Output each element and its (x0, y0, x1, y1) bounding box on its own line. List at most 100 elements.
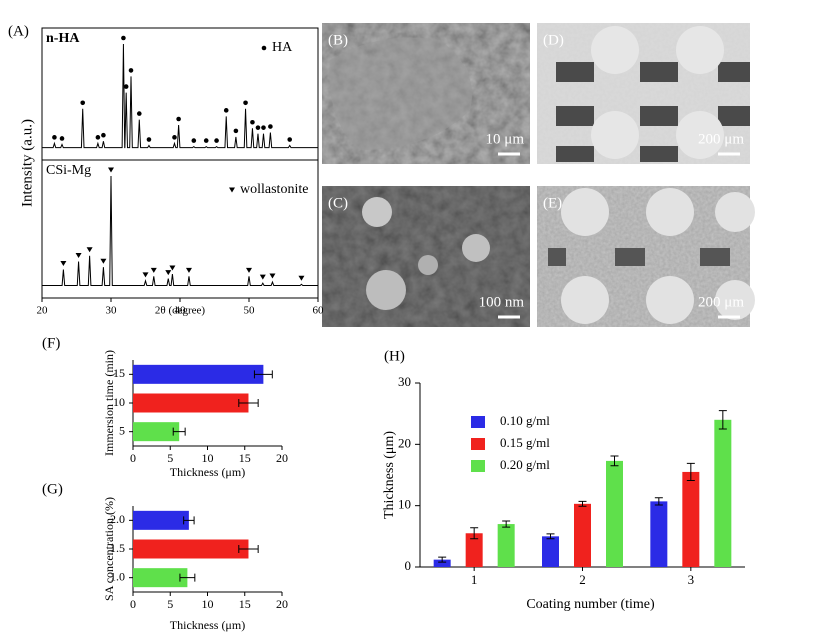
x-tick-label: 40 (175, 305, 187, 317)
error-bar (179, 573, 196, 582)
legend-label: 0.10 g/ml (500, 413, 550, 428)
x-tick-label: 0 (130, 597, 136, 611)
legend-swatch (471, 438, 485, 450)
series-name: n-HA (46, 31, 80, 46)
peak-marker (255, 125, 261, 130)
peak-marker (176, 116, 181, 122)
legend-label: HA (272, 40, 293, 55)
y-axis-label: Intensity (a.u.) (19, 119, 35, 207)
panel-label: (A) (8, 23, 29, 39)
peak-marker (298, 275, 305, 281)
y-tick-label: 2.0 (110, 512, 125, 526)
error-bar (654, 497, 663, 506)
peak-marker (59, 136, 65, 141)
peak-marker (108, 167, 114, 173)
peak-marker (287, 137, 293, 142)
error-bar (718, 410, 727, 430)
error-bar (546, 533, 555, 540)
y-tick-label: 30 (398, 374, 411, 389)
image-d (537, 23, 750, 164)
peak-marker (123, 84, 129, 89)
peak-marker (233, 128, 239, 134)
y-axis-label: Immersion time (min) (102, 350, 116, 456)
series-name: CSi-Mg (46, 163, 91, 178)
bar (133, 568, 188, 588)
bar (133, 393, 249, 413)
bar (606, 460, 623, 567)
bar (650, 501, 668, 567)
x-axis-label: Coating number (time) (526, 597, 655, 612)
error-bar (438, 556, 447, 563)
error-bar (183, 516, 195, 525)
peak-marker (269, 273, 276, 279)
xrd-line (42, 175, 318, 286)
x-tick-label: 60 (313, 305, 325, 317)
peak-marker (172, 135, 177, 140)
peak-marker (150, 267, 157, 273)
peak-marker (146, 137, 152, 142)
bar (497, 524, 515, 567)
y-tick-label: 5 (119, 423, 125, 437)
bar (465, 533, 483, 567)
panel-label: (D) (543, 32, 564, 48)
legend-label: 0.20 g/ml (500, 457, 550, 472)
y-tick-label: 10 (113, 395, 125, 409)
image-e (537, 186, 755, 327)
peak-marker (246, 267, 252, 273)
peak-marker (169, 265, 176, 271)
peak-marker (250, 119, 255, 125)
image-c (322, 186, 530, 327)
bar (682, 471, 700, 567)
peak-marker (185, 267, 192, 273)
panel-label: (G) (42, 481, 63, 497)
x-tick-label: 10 (202, 597, 214, 611)
x-tick-label: 2 (579, 572, 586, 587)
bar (133, 539, 249, 559)
x-tick-label: 50 (244, 305, 256, 317)
xrd-line (42, 43, 318, 149)
x-tick-label: 10 (202, 451, 214, 465)
legend-marker (229, 187, 235, 193)
peak-marker (203, 138, 209, 143)
x-tick-label: 20 (37, 305, 49, 317)
peak-marker (136, 111, 142, 116)
panel-label: (B) (328, 32, 348, 48)
scale-label: 100 nm (479, 294, 525, 310)
peak-marker (223, 108, 229, 113)
bar (133, 364, 264, 384)
x-tick-label: 20 (276, 451, 288, 465)
peak-marker (128, 68, 134, 73)
scale-label: 10 μm (486, 131, 525, 147)
x-tick-label: 30 (106, 305, 118, 317)
y-axis-label: Thickness (μm) (382, 431, 397, 519)
error-bar (470, 527, 479, 540)
peak-marker (75, 253, 82, 258)
peak-marker (261, 125, 266, 130)
image-b (322, 23, 530, 164)
legend-marker (261, 45, 267, 51)
peak-marker (165, 270, 172, 276)
peak-marker (80, 100, 86, 106)
bar (133, 422, 180, 442)
x-tick-label: 0 (130, 451, 136, 465)
peak-marker (268, 124, 273, 129)
peak-marker (142, 272, 149, 278)
peak-marker (259, 274, 266, 280)
y-tick-label: 1.5 (110, 541, 125, 555)
peak-marker (214, 138, 219, 143)
legend-label: 0.15 g/ml (500, 435, 550, 450)
bar (714, 419, 732, 567)
legend-label: wollastonite (240, 182, 308, 197)
error-bar (238, 545, 259, 553)
peak-marker (86, 247, 93, 253)
y-axis-label: SA concentration (%) (102, 497, 116, 601)
x-tick-label: 15 (239, 597, 251, 611)
error-bar (610, 455, 619, 467)
error-bar (578, 500, 587, 507)
peak-marker (52, 135, 57, 140)
error-bar (172, 427, 186, 436)
y-tick-label: 15 (113, 366, 125, 380)
error-bar (502, 520, 511, 528)
x-axis-label: 2θ (degree) (155, 305, 205, 317)
